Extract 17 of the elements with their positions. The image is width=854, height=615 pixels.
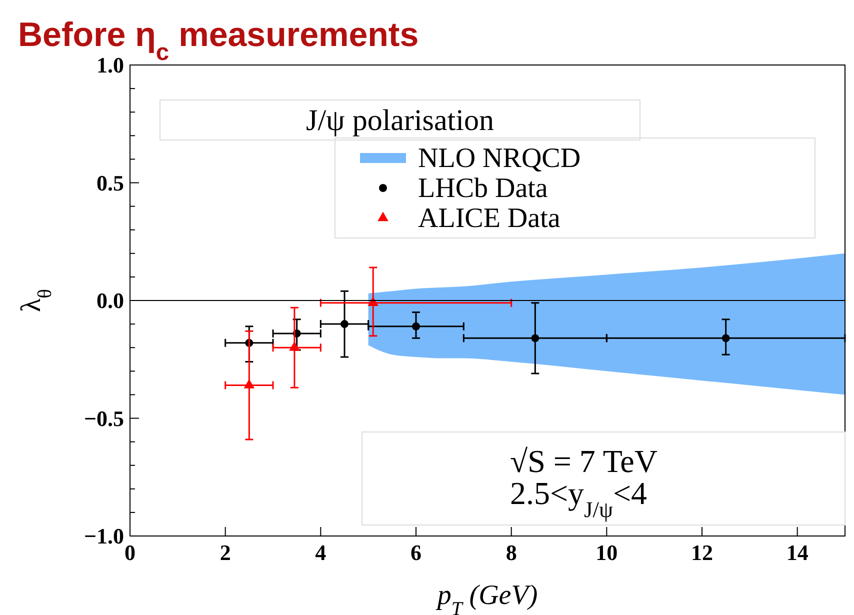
x-tick-label: 6 [410, 540, 422, 565]
y-tick-label: 0.0 [96, 288, 124, 314]
x-tick-label: 10 [596, 540, 618, 565]
legend-title: J/ψ polarisation [306, 104, 494, 137]
legend-label: ALICE Data [418, 203, 561, 234]
x-tick-label: 8 [506, 540, 517, 565]
x-tick-label: 14 [786, 540, 808, 565]
x-tick-label: 4 [315, 540, 326, 565]
legend-label: NLO NRQCD [418, 143, 581, 174]
x-tick-label: 2 [220, 540, 231, 565]
x-tick-label: 12 [691, 540, 713, 565]
y-tick-label: −1.0 [84, 524, 124, 549]
x-axis-title: p$_{T}$ (GeV) [435, 580, 538, 615]
y-tick-label: −0.5 [84, 406, 124, 431]
x-tick-label: 0 [124, 540, 136, 565]
y-tick-label: 0.5 [96, 170, 124, 196]
legend-label: LHCb Data [418, 173, 548, 204]
